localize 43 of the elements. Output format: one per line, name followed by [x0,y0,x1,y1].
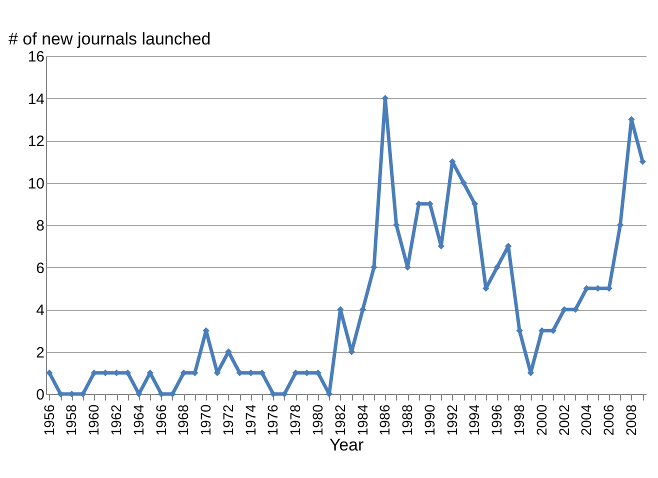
x-tick-label: 1974 [242,404,258,436]
x-tick-label: 1978 [287,404,304,436]
x-tick-label: 2004 [578,404,594,436]
point [359,306,366,313]
x-tick-label: 2006 [600,404,617,436]
x-tick-label: 1958 [63,404,80,436]
x-axis-title: Year [329,436,364,455]
y-tick-label: 10 [28,175,44,192]
x-tick-label: 1972 [220,404,236,436]
y-tick-label: 2 [36,344,44,362]
x-tick-label: 1968 [175,404,192,436]
x-tick-label: 1992 [444,404,460,436]
x-tick-label: 1960 [86,404,102,436]
x-tick-label: 1996 [488,404,505,436]
point [46,370,53,376]
x-tick-label: 1998 [511,404,528,436]
y-tick-label: 16 [28,48,44,66]
x-tick-label: 1962 [108,404,124,436]
x-tick-label: 2008 [622,404,639,436]
y-tick-label: 12 [28,133,44,150]
x-tick-label: 1976 [264,404,281,436]
y-tick-label: 14 [28,90,44,108]
x-tick-label: 1986 [376,404,393,436]
x-tick-label: 1956 [40,404,57,436]
x-tick-label: 1988 [399,404,416,436]
point [460,179,467,186]
x-tick-label: 2000 [533,404,550,436]
x-tick-label: 2002 [556,404,572,436]
y-tick-label: 4 [36,302,44,319]
x-tick-label: 1966 [152,404,169,436]
point [494,264,500,271]
x-tick-label: 1980 [310,404,326,436]
x-tick-label: 1982 [332,404,348,436]
y-tick-label: 0 [36,386,44,404]
x-tick-label: 1984 [354,404,370,436]
point [639,158,646,165]
x-tick-label: 1994 [466,404,482,436]
y-tick-label: 6 [36,260,44,277]
x-tick-label: 1964 [130,404,146,436]
x-tick-label: 1990 [421,404,438,436]
x-tick-label: 1970 [198,404,214,436]
y-axis-title: # of new journals launched [8,30,211,48]
y-tick-label: 8 [36,218,44,234]
